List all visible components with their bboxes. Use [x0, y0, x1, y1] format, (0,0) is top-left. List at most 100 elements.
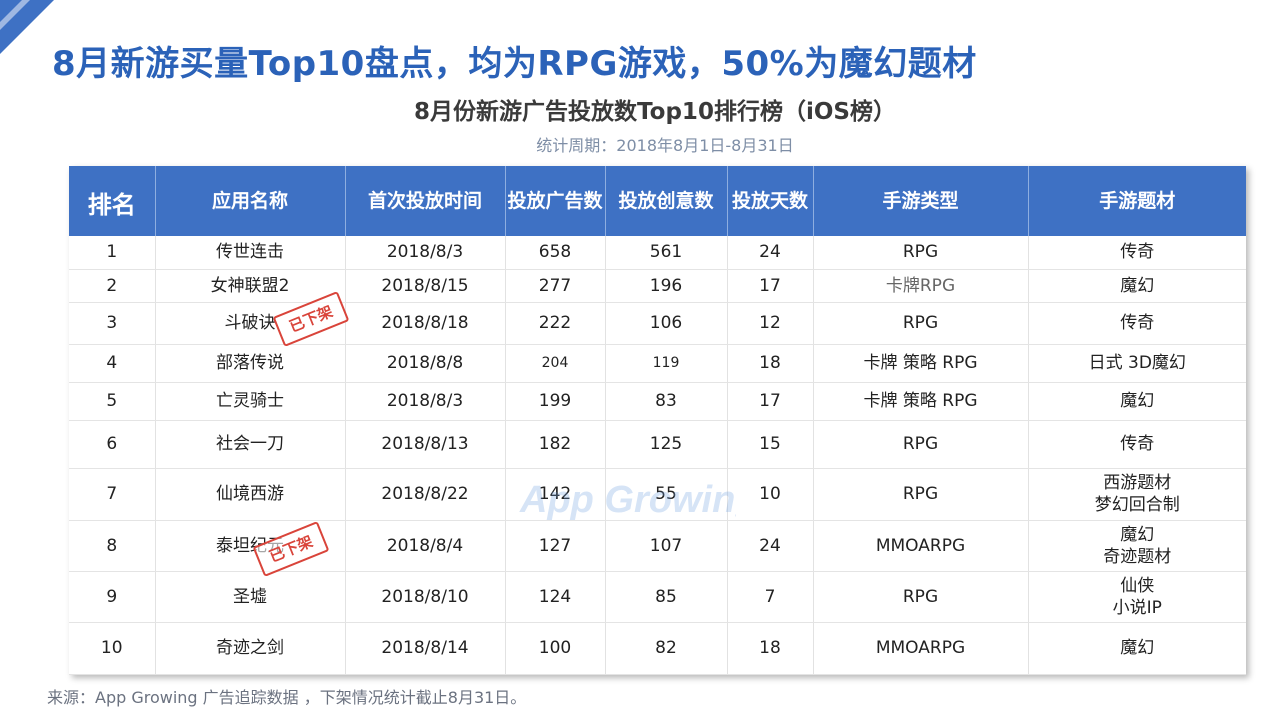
cell-game-type: MMOARPG [813, 622, 1029, 675]
page-title: 8月新游买量Top10盘点，均为RPG游戏，50%为魔幻题材 [52, 44, 977, 84]
cell-first-date: 2018/8/3 [345, 382, 506, 421]
cell-game-type: RPG [813, 468, 1029, 521]
cell-creative-count: 561 [605, 236, 728, 270]
table-row: 2 女神联盟2 2018/8/15 277 196 17 卡牌RPG 魔幻 [69, 269, 1246, 303]
cell-days: 7 [727, 571, 814, 623]
theme-line: 小说IP [1112, 597, 1162, 618]
cell-game-type: RPG [813, 420, 1029, 469]
theme-line: 仙侠 [1120, 575, 1155, 596]
cell-first-date: 2018/8/10 [345, 571, 506, 623]
cell-first-date: 2018/8/8 [345, 344, 506, 383]
cell-rank: 9 [69, 571, 156, 623]
table-row: 6 社会一刀 2018/8/13 182 125 15 RPG 传奇 [69, 420, 1246, 469]
cell-first-date: 2018/8/22 [345, 468, 506, 521]
cell-game-theme: 魔幻 [1028, 382, 1246, 421]
cell-game-theme: 西游题材 梦幻回合制 [1028, 468, 1246, 521]
cell-game-type: 卡牌 策略 RPG [813, 344, 1029, 383]
cell-app-name: 传世连击 [155, 236, 346, 270]
cell-ad-count: 199 [505, 382, 606, 421]
header-rank: 排名 [69, 166, 156, 236]
cell-game-theme: 魔幻 [1028, 269, 1246, 303]
cell-first-date: 2018/8/14 [345, 622, 506, 675]
cell-days: 24 [727, 236, 814, 270]
cell-rank: 8 [69, 520, 156, 572]
cell-creative-count: 125 [605, 420, 728, 469]
cell-game-theme: 传奇 [1028, 302, 1246, 345]
cell-creative-count: 119 [605, 344, 728, 383]
cell-ad-count: 100 [505, 622, 606, 675]
theme-line: 魔幻 [1120, 524, 1155, 545]
cell-ad-count: 277 [505, 269, 606, 303]
cell-days: 10 [727, 468, 814, 521]
header-app-name: 应用名称 [155, 166, 346, 236]
table-row: 9 圣墟 2018/8/10 124 85 7 RPG 仙侠 小说IP [69, 571, 1246, 623]
cell-ad-count: 222 [505, 302, 606, 345]
table-header-row: 排名 应用名称 首次投放时间 投放广告数 投放创意数 投放天数 手游类型 手游题… [69, 166, 1246, 236]
cell-game-type: 卡牌RPG [813, 269, 1029, 303]
cell-first-date: 2018/8/4 [345, 520, 506, 572]
cell-creative-count: 85 [605, 571, 728, 623]
theme-line: 魔幻 [1120, 275, 1155, 296]
cell-days: 24 [727, 520, 814, 572]
table-row: 7 仙境西游 2018/8/22 142 55 10 RPG 西游题材 梦幻回合… [69, 468, 1246, 521]
cell-ad-count: 127 [505, 520, 606, 572]
theme-line: 西游题材 [1103, 473, 1172, 493]
cell-days: 17 [727, 382, 814, 421]
cell-app-name: 女神联盟2 [155, 269, 346, 303]
cell-app-name: 圣墟 [155, 571, 346, 623]
header-game-theme: 手游题材 [1028, 166, 1246, 236]
cell-game-type: RPG [813, 302, 1029, 345]
cell-game-type: RPG [813, 571, 1029, 623]
cell-days: 17 [727, 269, 814, 303]
theme-line: 传奇 [1120, 242, 1155, 263]
cell-creative-count: 82 [605, 622, 728, 675]
cell-game-type: 卡牌 策略 RPG [813, 382, 1029, 421]
data-source-note: 来源：App Growing 广告追踪数据 ，下架情况统计截止8月31日。 [47, 688, 527, 707]
cell-ad-count: 182 [505, 420, 606, 469]
ranking-table: 排名 应用名称 首次投放时间 投放广告数 投放创意数 投放天数 手游类型 手游题… [69, 166, 1246, 675]
cell-app-name: 社会一刀 [155, 420, 346, 469]
header-days: 投放天数 [727, 166, 814, 236]
cell-days: 18 [727, 344, 814, 383]
header-first-date: 首次投放时间 [345, 166, 506, 236]
cell-game-type: MMOARPG [813, 520, 1029, 572]
cell-ad-count: 124 [505, 571, 606, 623]
cell-creative-count: 106 [605, 302, 728, 345]
cell-game-theme: 传奇 [1028, 236, 1246, 270]
cell-game-type: RPG [813, 236, 1029, 270]
corner-decoration [0, 0, 54, 54]
table-row: 1 传世连击 2018/8/3 658 561 24 RPG 传奇 [69, 236, 1246, 270]
table-row: 3 斗破诀 2018/8/18 222 106 12 RPG 传奇 [69, 302, 1246, 345]
header-ad-count: 投放广告数 [505, 166, 606, 236]
cell-rank: 7 [69, 468, 156, 521]
cell-app-name: 部落传说 [155, 344, 346, 383]
cell-first-date: 2018/8/13 [345, 420, 506, 469]
theme-line: 传奇 [1120, 313, 1155, 333]
cell-rank: 1 [69, 236, 156, 270]
cell-creative-count: 55 [605, 468, 728, 521]
cell-days: 18 [727, 622, 814, 675]
cell-creative-count: 83 [605, 382, 728, 421]
theme-line: 日式 3D魔幻 [1088, 353, 1186, 373]
header-creative-count: 投放创意数 [605, 166, 728, 236]
table-row: 8 泰坦纪元 2018/8/4 127 107 24 MMOARPG 魔幻 奇迹… [69, 520, 1246, 572]
theme-line: 梦幻回合制 [1094, 495, 1180, 515]
header-game-type: 手游类型 [813, 166, 1029, 236]
cell-app-name: 仙境西游 [155, 468, 346, 521]
cell-rank: 3 [69, 302, 156, 345]
cell-rank: 4 [69, 344, 156, 383]
theme-line: 魔幻 [1120, 391, 1155, 411]
cell-game-theme: 魔幻 [1028, 622, 1246, 675]
theme-line: 奇迹题材 [1103, 546, 1172, 567]
cell-first-date: 2018/8/15 [345, 269, 506, 303]
cell-ad-count: 142 [505, 468, 606, 521]
table-title: 8月份新游广告投放数Top10排行榜（iOS榜） [414, 99, 896, 125]
table-row: 5 亡灵骑士 2018/8/3 199 83 17 卡牌 策略 RPG 魔幻 [69, 382, 1246, 421]
cell-app-name: 亡灵骑士 [155, 382, 346, 421]
cell-app-name: 奇迹之剑 [155, 622, 346, 675]
cell-ad-count: 658 [505, 236, 606, 270]
cell-game-theme: 魔幻 奇迹题材 [1028, 520, 1246, 572]
theme-line: 传奇 [1120, 434, 1155, 454]
ranking-table-container: 排名 应用名称 首次投放时间 投放广告数 投放创意数 投放天数 手游类型 手游题… [69, 166, 1246, 675]
cell-first-date: 2018/8/18 [345, 302, 506, 345]
